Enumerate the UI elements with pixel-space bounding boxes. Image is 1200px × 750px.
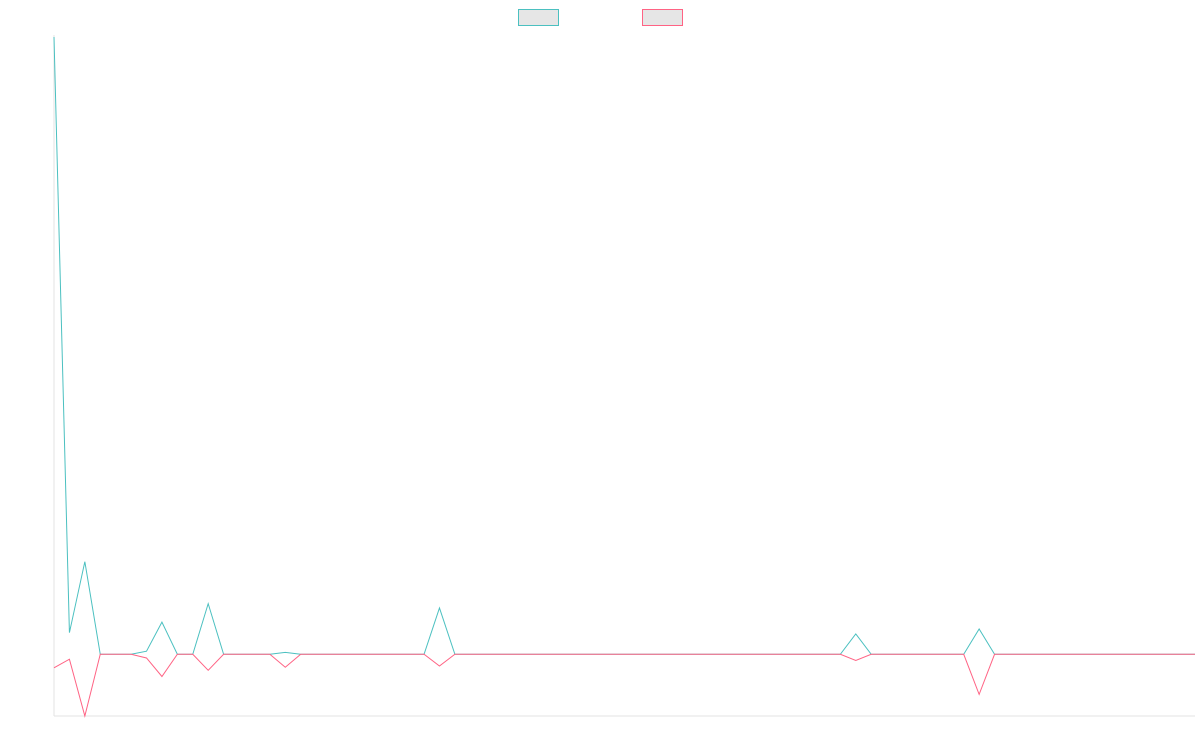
legend-swatch-series-1[interactable] <box>518 9 559 26</box>
series-line-2 <box>53 653 1195 718</box>
series-line-1 <box>53 36 1195 655</box>
plot-area <box>53 36 1195 718</box>
chart-axes <box>53 35 1195 717</box>
chart-legend[interactable] <box>518 9 683 26</box>
legend-swatch-series-2[interactable] <box>642 9 683 26</box>
